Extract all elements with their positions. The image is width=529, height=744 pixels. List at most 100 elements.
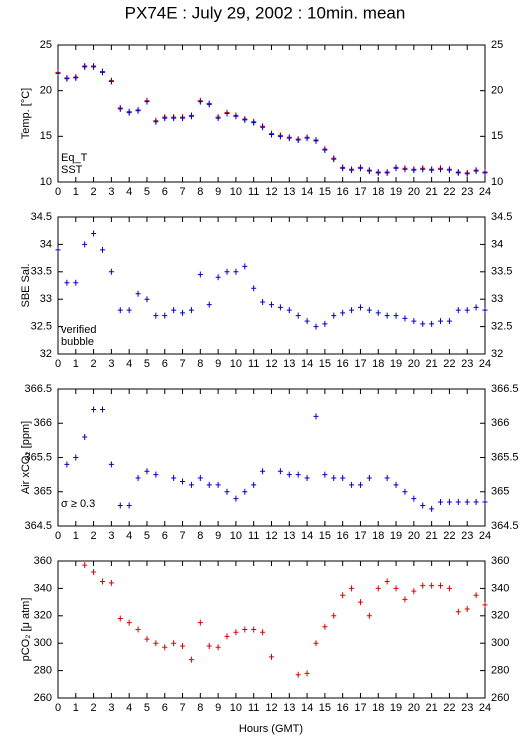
x-tick-label: 4 [126, 186, 132, 198]
point [135, 290, 141, 297]
plot-frame [57, 560, 486, 699]
point [366, 612, 372, 619]
point [304, 135, 310, 142]
point [153, 640, 159, 647]
point [357, 481, 363, 488]
y-tick-label: 33.5 [491, 266, 512, 278]
y-tick-label: 366 [491, 417, 509, 429]
point [135, 475, 141, 482]
y-tick-label: 20 [40, 85, 52, 97]
point [206, 101, 212, 108]
y-tick-label: 366.5 [24, 383, 52, 395]
y-tick-label: 20 [491, 85, 503, 97]
point [375, 309, 381, 316]
point [55, 70, 61, 77]
point [340, 165, 346, 172]
point [322, 471, 328, 478]
annotation: σ ≥ 0.3 [61, 498, 95, 510]
point [473, 592, 479, 599]
point [349, 585, 355, 592]
point [402, 488, 408, 495]
x-tick-label: 13 [283, 530, 295, 542]
point [277, 304, 283, 311]
x-tick-label: 21 [426, 186, 438, 198]
x-tick-label: 15 [319, 530, 331, 542]
point [215, 644, 221, 651]
y-tick-label: 34.5 [31, 211, 52, 223]
point [108, 268, 114, 275]
point [322, 320, 328, 327]
point [482, 169, 488, 176]
x-tick-label: 14 [301, 186, 313, 198]
y-tick-label: 34 [491, 238, 503, 250]
x-tick-label: 22 [443, 530, 455, 542]
point [197, 475, 203, 482]
point [233, 629, 239, 636]
point [340, 309, 346, 316]
y-tick-label: 364.5 [24, 520, 52, 532]
point [277, 468, 283, 475]
x-tick-label: 7 [179, 358, 185, 370]
x-tick-label: 3 [108, 186, 114, 198]
x-tick-label: 12 [265, 358, 277, 370]
point [455, 608, 461, 615]
point [269, 131, 274, 138]
y-tick-label: 10 [40, 176, 52, 188]
y-tick-label: 364.5 [491, 520, 519, 532]
x-tick-label: 11 [248, 530, 259, 542]
legend-label: Eq_T [61, 152, 88, 164]
point [99, 246, 105, 253]
point [99, 578, 105, 585]
x-tick-label: 16 [337, 530, 349, 542]
x-tick-label: 8 [197, 530, 203, 542]
point [206, 301, 212, 308]
x-tick-label: 21 [426, 530, 438, 542]
x-tick-label: 18 [372, 530, 384, 542]
x-tick-label: 11 [248, 358, 259, 370]
point [117, 502, 123, 509]
point [375, 169, 381, 176]
y-tick-label: 33 [491, 293, 503, 305]
x-tick-label: 15 [319, 702, 331, 714]
x-tick-label: 12 [265, 702, 277, 714]
x-tick-label: 2 [91, 186, 97, 198]
point [393, 585, 399, 592]
x-tick-label: 10 [230, 702, 242, 714]
x-tick-label: 8 [197, 702, 203, 714]
point [242, 488, 248, 495]
point [224, 268, 230, 275]
y-tick-label: 260 [491, 692, 509, 704]
point [473, 499, 479, 506]
point [366, 168, 372, 175]
point [180, 115, 186, 122]
point [393, 312, 399, 319]
x-tick-label: 22 [443, 702, 455, 714]
point [473, 168, 479, 175]
point [357, 304, 363, 311]
x-tick-label: 11 [248, 186, 259, 198]
x-tick-label: 2 [91, 530, 97, 542]
x-tick-label: 5 [144, 186, 150, 198]
point [206, 481, 212, 488]
point [153, 312, 159, 319]
point [144, 468, 150, 475]
x-tick-label: 23 [461, 358, 473, 370]
x-tick-label: 4 [126, 702, 132, 714]
point [438, 582, 444, 589]
x-tick-label: 8 [197, 186, 203, 198]
x-tick-label: 18 [372, 358, 384, 370]
point [349, 307, 355, 314]
point [73, 454, 79, 461]
point [82, 63, 88, 70]
x-tick-label: 15 [319, 358, 331, 370]
y-tick-label: 10 [491, 176, 503, 188]
y-tick-label: 25 [40, 39, 52, 51]
legend-label: SST [61, 164, 83, 176]
y-tick-label: 32.5 [31, 321, 52, 333]
point [464, 170, 470, 177]
y-tick-label: 32 [491, 348, 503, 360]
point [357, 165, 363, 172]
x-tick-label: 14 [301, 530, 313, 542]
x-tick-label: 9 [215, 530, 221, 542]
